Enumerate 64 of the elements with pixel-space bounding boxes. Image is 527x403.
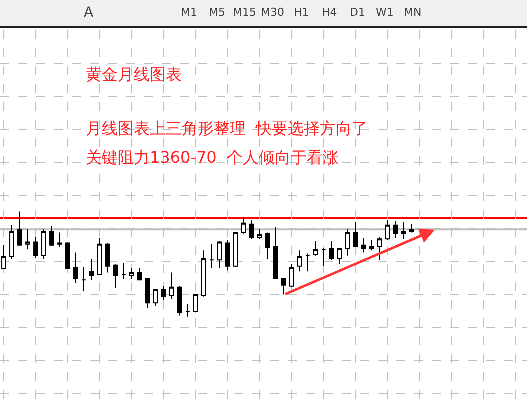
candlestick [26, 229, 30, 250]
candlestick [345, 229, 350, 256]
candlestick [34, 236, 38, 258]
candlestick [137, 268, 142, 281]
candlestick [225, 240, 230, 272]
candlestick [161, 286, 166, 301]
text: 月线图表上三角形整理 快要选择方向了 [86, 119, 368, 138]
candlestick [98, 238, 102, 276]
candlestick [289, 264, 294, 288]
text: M1 [181, 6, 198, 19]
candlestick [185, 304, 190, 318]
candlestick [217, 240, 222, 270]
candlestick [273, 227, 278, 280]
text: H4 [322, 6, 338, 19]
candlestick [297, 250, 302, 272]
candlestick [58, 232, 62, 248]
candlestick [74, 252, 78, 284]
candlestick [233, 232, 238, 268]
candlestick [321, 248, 326, 267]
candlestick [90, 258, 94, 281]
candlestick [265, 232, 270, 260]
candlestick [329, 240, 334, 261]
candlestick [153, 289, 158, 307]
text: A [84, 5, 94, 21]
text: M15 [233, 6, 256, 19]
candlestick [129, 268, 134, 280]
text: H1 [294, 6, 310, 19]
candlestick [361, 238, 366, 254]
candlestick [313, 240, 318, 256]
candlestick [145, 277, 150, 309]
candlestick [169, 272, 174, 300]
candlestick [401, 222, 406, 240]
candlestick [50, 226, 54, 247]
candlestick [209, 244, 214, 270]
candlestick [369, 240, 374, 252]
candlestick [18, 211, 22, 246]
candlestick [281, 277, 286, 296]
candlestick [353, 222, 358, 248]
candlestick [177, 286, 182, 316]
text: 关键阻力1360-70 个人倾向于看涨 [86, 148, 340, 167]
text: MN [404, 6, 422, 19]
candlestick [82, 266, 86, 292]
candlestick [66, 242, 70, 270]
candlestick [10, 224, 14, 260]
candlestick [193, 294, 198, 314]
candlestick [305, 253, 310, 272]
candlestick [337, 248, 342, 265]
candlestick [106, 242, 110, 274]
text: M30 [261, 6, 284, 19]
text: W1 [376, 6, 394, 19]
candlestick [201, 250, 206, 298]
candlestick [114, 264, 118, 289]
candlestick [409, 224, 414, 234]
candlestick [393, 220, 398, 239]
candlestick [42, 229, 46, 260]
candlestick [121, 262, 126, 280]
chart-title: 黄金月线图表 [86, 65, 182, 84]
candlestick [249, 220, 254, 240]
text: D1 [350, 6, 366, 19]
candlestick [241, 216, 246, 234]
candlestick [385, 220, 390, 241]
candlestick [257, 229, 262, 240]
candlestick [377, 236, 382, 261]
text: M5 [209, 6, 226, 19]
